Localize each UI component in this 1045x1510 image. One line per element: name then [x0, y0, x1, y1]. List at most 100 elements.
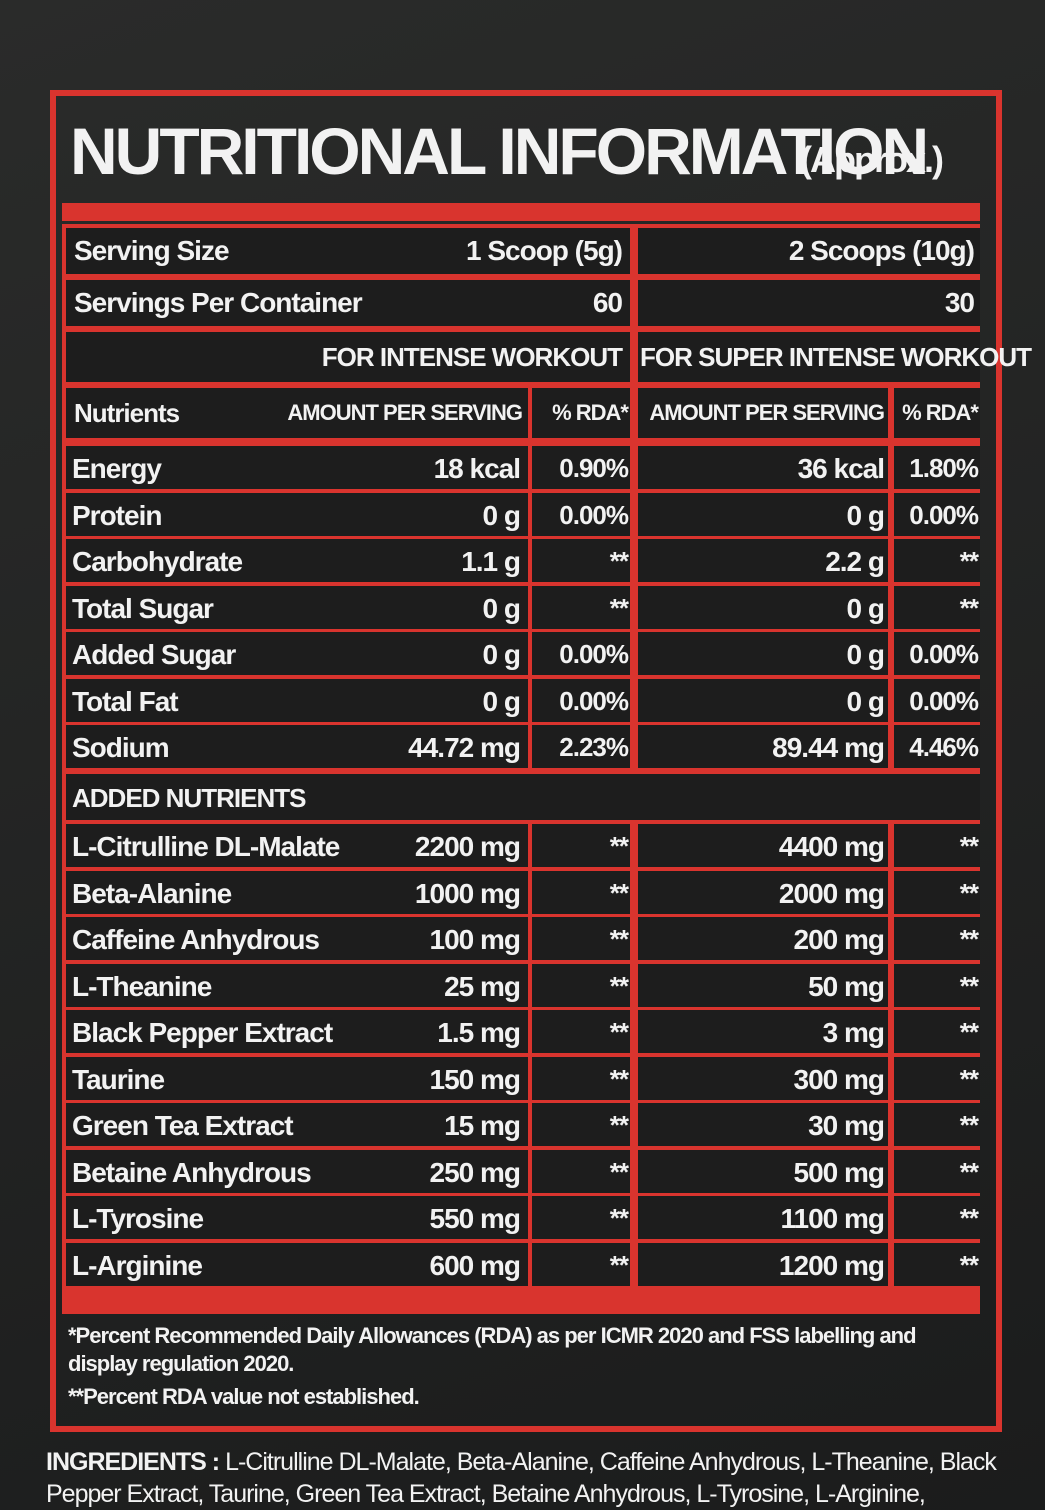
amount: 300 mg — [793, 1063, 886, 1095]
nutrient-name: Green Tea Extract — [72, 1110, 294, 1141]
row-cell — [638, 963, 888, 1007]
row-cell — [66, 1242, 528, 1286]
column-header: AMOUNT PER SERVING — [287, 400, 523, 425]
amount: 1.5 mg — [437, 1017, 521, 1048]
row-cell — [532, 870, 630, 914]
row-cell — [532, 1242, 630, 1286]
row-cell — [532, 1196, 630, 1239]
nutrient-name: L-Arginine — [72, 1249, 203, 1281]
rda: ** — [959, 546, 979, 576]
rda: ** — [609, 592, 629, 623]
row-cell — [66, 725, 528, 768]
row-cell — [66, 492, 528, 536]
row-cell — [638, 539, 888, 582]
row-cell — [894, 725, 980, 768]
amount: 44.72 mg — [408, 732, 521, 763]
row-cell — [532, 725, 630, 768]
amount: 1000 mg — [414, 877, 521, 909]
row-cell — [66, 870, 528, 914]
serving-cell — [66, 228, 630, 274]
serving-value: 1 Scoop (5g) — [465, 235, 623, 266]
nutrient-name: Total Fat — [72, 685, 179, 717]
workout-label: FOR SUPER INTENSE WORKOUT — [640, 342, 1032, 372]
rda: ** — [609, 831, 629, 861]
nutrient-name: Taurine — [72, 1063, 165, 1095]
amount: 18 kcal — [433, 453, 521, 484]
row-cell — [532, 1103, 630, 1146]
row-cell — [66, 1149, 528, 1193]
amount: 15 mg — [444, 1110, 521, 1141]
rda: ** — [609, 924, 629, 954]
row-cell — [66, 446, 528, 489]
row-cell — [894, 1010, 980, 1053]
amount: 30 mg — [808, 1110, 885, 1141]
row-cell — [66, 824, 528, 867]
workout-cell — [638, 332, 980, 382]
serving-cell — [638, 280, 980, 326]
workout-label: FOR INTENSE WORKOUT — [321, 342, 623, 372]
amount: 0 g — [846, 592, 885, 624]
row-cell — [638, 1242, 888, 1286]
row-cell — [894, 446, 980, 489]
row-cell — [894, 678, 980, 722]
title-note: (Approx.) — [800, 139, 944, 180]
row-cell — [894, 1242, 980, 1286]
amount: 0 g — [482, 685, 521, 717]
ingredients: INGREDIENTS : L-Citrulline DL-Malate, Be… — [46, 1446, 1001, 1510]
row-cell — [638, 492, 888, 536]
nutrient-name: Carbohydrate — [72, 546, 243, 577]
row-cell — [638, 678, 888, 722]
amount: 0 g — [482, 592, 521, 624]
rda: ** — [609, 546, 629, 576]
rda: ** — [609, 1249, 629, 1280]
rda: ** — [959, 592, 979, 623]
row-cell — [894, 632, 980, 675]
rda: 0.00% — [559, 639, 629, 669]
header-cell — [66, 388, 528, 438]
amount: 500 mg — [793, 1156, 886, 1188]
row-cell — [894, 539, 980, 582]
nutrient-name: Added Sugar — [72, 639, 236, 670]
row-cell — [894, 1149, 980, 1193]
rda: ** — [959, 924, 979, 954]
rda: 0.00% — [559, 499, 629, 530]
row-cell — [532, 585, 630, 629]
label-frame — [50, 90, 1002, 1432]
row-cell — [532, 678, 630, 722]
amount: 89.44 mg — [772, 732, 885, 763]
row-cell — [532, 632, 630, 675]
row-cell — [532, 539, 630, 582]
header-cell — [638, 388, 888, 438]
rda: ** — [609, 1017, 629, 1047]
rda: ** — [959, 1017, 979, 1047]
section-cell — [66, 774, 980, 820]
rda: ** — [959, 1249, 979, 1280]
amount: 0 g — [482, 639, 521, 670]
serving-label: Servings Per Container — [74, 287, 363, 318]
amount: 36 kcal — [797, 453, 885, 484]
workout-cell — [66, 332, 630, 382]
column-header: Nutrients — [74, 398, 180, 428]
row-cell — [638, 632, 888, 675]
row-cell — [532, 917, 630, 960]
amount: 2200 mg — [414, 831, 521, 862]
serving-value: 30 — [944, 287, 975, 318]
red-bar — [62, 1294, 980, 1314]
row-cell — [66, 963, 528, 1007]
row-cell — [532, 1056, 630, 1100]
nutrient-name: Total Sugar — [72, 592, 214, 624]
row-cell — [66, 678, 528, 722]
row-cell — [638, 1010, 888, 1053]
amount: 4400 mg — [778, 831, 885, 862]
footnote: **Percent RDA value not established. — [68, 1384, 420, 1409]
column-header: % RDA* — [902, 400, 979, 425]
rda: ** — [609, 1110, 629, 1140]
row-cell — [894, 963, 980, 1007]
amount: 550 mg — [429, 1203, 522, 1234]
rda: 0.90% — [559, 453, 629, 483]
ingredients-text: L-Citrulline DL-Malate, Beta-Alanine, Ca… — [46, 1448, 997, 1508]
nutrient-name: L-Tyrosine — [72, 1203, 204, 1234]
rda: 0.00% — [909, 499, 979, 530]
nutrient-name: Protein — [72, 499, 162, 531]
